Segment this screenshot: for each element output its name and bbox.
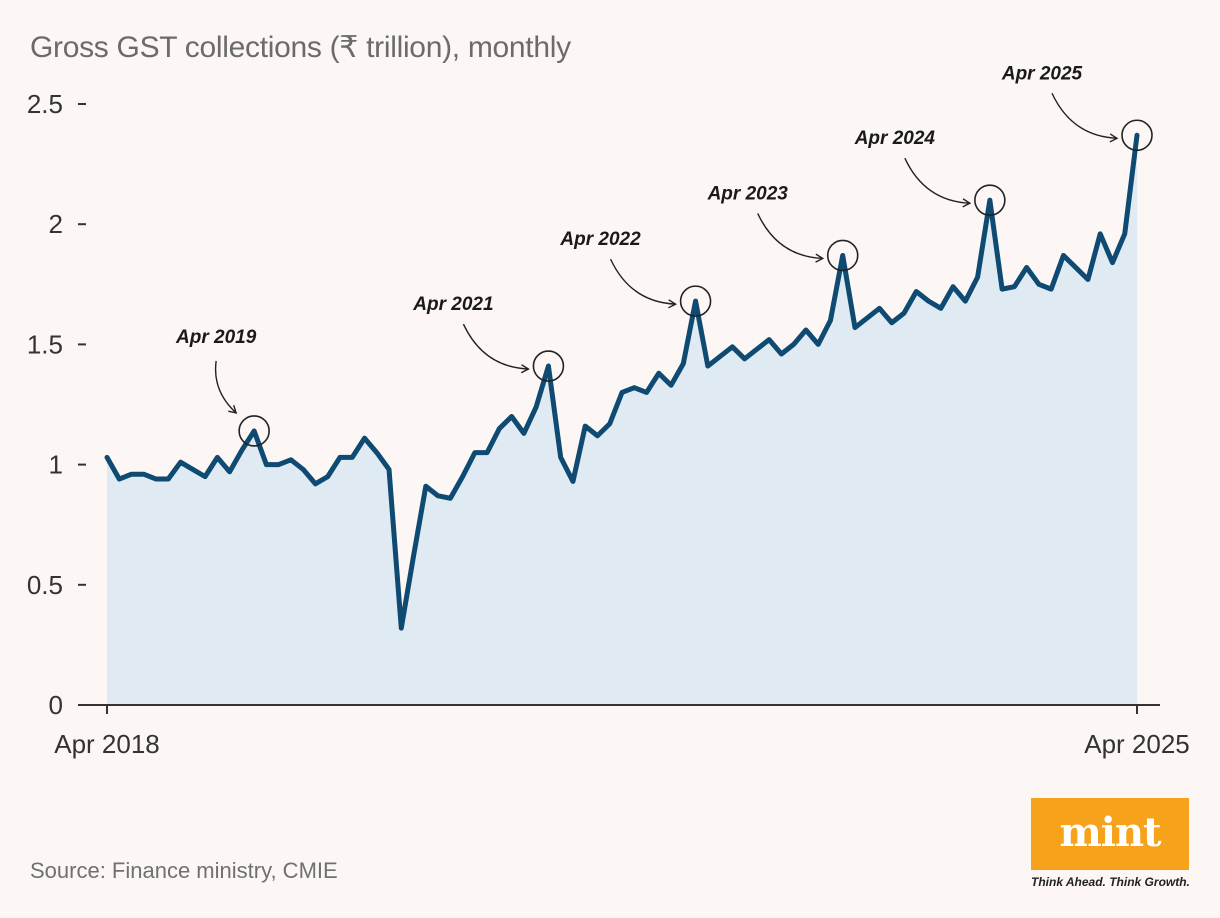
annotation-circle: [679, 285, 712, 317]
mint-logo: mint: [1031, 798, 1189, 870]
y-tick-label: 1.5: [27, 329, 63, 359]
annotation-apr-2022: Apr 2022: [559, 229, 712, 317]
annotation-label: Apr 2021: [412, 294, 493, 315]
x-tick-label-end: Apr 2025: [1084, 729, 1190, 759]
annotation-circle: [1121, 119, 1153, 152]
annotation-arrow: [757, 213, 825, 263]
series-line: [104, 132, 1140, 631]
annotation-arrow: [904, 157, 972, 208]
source-note: Source: Finance ministry, CMIE: [30, 858, 338, 883]
y-tick-label: 0.5: [27, 570, 63, 600]
logo-wordmark: mint: [1059, 808, 1161, 856]
x-tick-label-start: Apr 2018: [54, 729, 160, 759]
annotation-apr-2023: Apr 2023: [707, 183, 859, 272]
area-fill: [107, 135, 1137, 705]
annotation-label: Apr 2019: [175, 327, 257, 348]
annotation-apr-2025: Apr 2025: [1001, 63, 1153, 152]
annotation-circle: [826, 239, 859, 272]
annotation-label: Apr 2025: [1001, 63, 1083, 84]
annotation-circle: [974, 184, 1006, 216]
annotation-arrow: [214, 360, 238, 414]
annotation-label: Apr 2022: [559, 229, 641, 250]
annotation-arrow: [462, 323, 530, 374]
y-tick-label: 0: [49, 690, 63, 720]
annotation-label: Apr 2024: [854, 128, 936, 149]
annotation-apr-2021: Apr 2021: [412, 294, 565, 382]
annotation-apr-2019: Apr 2019: [175, 327, 270, 447]
annotation-label: Apr 2023: [707, 183, 789, 204]
y-tick-label: 2: [49, 209, 63, 239]
y-tick-label: 1: [49, 450, 63, 480]
annotation-arrow: [609, 258, 677, 309]
brand-tagline: Think Ahead. Think Growth.: [1031, 875, 1190, 889]
y-tick-label: 2.5: [27, 89, 63, 119]
annotation-circle: [532, 350, 565, 382]
annotation-circle: [238, 415, 270, 447]
chart-title: Gross GST collections (₹ trillion), mont…: [30, 31, 571, 64]
annotation-arrow: [1051, 92, 1119, 143]
annotation-apr-2024: Apr 2024: [854, 128, 1006, 216]
